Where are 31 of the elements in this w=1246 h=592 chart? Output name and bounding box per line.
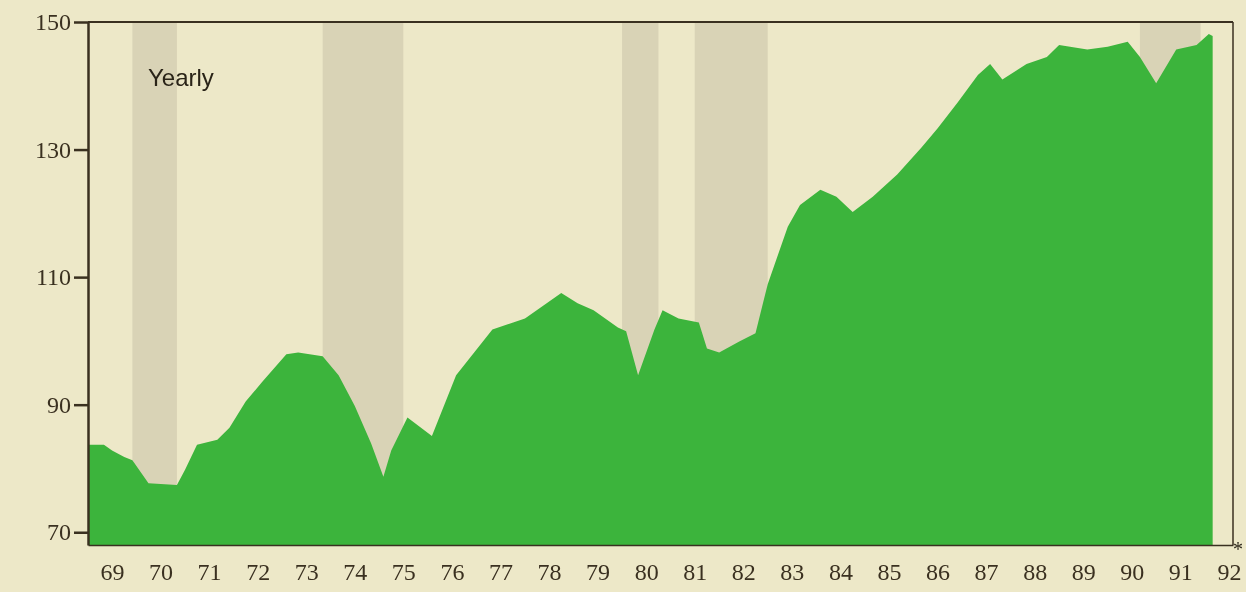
x-tick-label: 92 bbox=[1217, 559, 1242, 586]
x-tick-label: 73 bbox=[294, 559, 319, 586]
y-tick-label: 90 bbox=[47, 391, 71, 418]
x-tick-label: 85 bbox=[877, 559, 902, 586]
x-tick-label: 70 bbox=[149, 559, 174, 586]
y-tick-label: 130 bbox=[35, 136, 71, 163]
x-tick-label: 81 bbox=[683, 559, 708, 586]
x-tick-label: 71 bbox=[197, 559, 222, 586]
x-tick-label: 80 bbox=[634, 559, 659, 586]
x-tick-label: 74 bbox=[343, 559, 368, 586]
x-tick-label: 90 bbox=[1120, 559, 1145, 586]
x-tick-label: 89 bbox=[1071, 559, 1096, 586]
y-tick-label: 150 bbox=[35, 9, 71, 36]
x-tick-label: 69 bbox=[100, 559, 125, 586]
x-tick-label: 87 bbox=[974, 559, 999, 586]
x-tick-label: 76 bbox=[440, 559, 465, 586]
x-tick-label: 82 bbox=[731, 559, 756, 586]
x-tick-label: 83 bbox=[780, 559, 805, 586]
x-tick-label: 78 bbox=[537, 559, 562, 586]
annotation: Yearly bbox=[148, 64, 214, 91]
x-tick-label: 88 bbox=[1023, 559, 1048, 586]
x-tick-label: 84 bbox=[828, 559, 853, 586]
x-tick-label: 91 bbox=[1168, 559, 1193, 586]
x-tick-label: 86 bbox=[925, 559, 950, 586]
y-tick-label: 110 bbox=[35, 264, 71, 291]
annotation: * bbox=[1233, 538, 1243, 560]
x-tick-label: 79 bbox=[586, 559, 611, 586]
x-tick-label: 75 bbox=[391, 559, 416, 586]
x-tick-label: 72 bbox=[246, 559, 271, 586]
y-tick-label: 70 bbox=[47, 519, 71, 546]
x-tick-label: 77 bbox=[489, 559, 514, 586]
